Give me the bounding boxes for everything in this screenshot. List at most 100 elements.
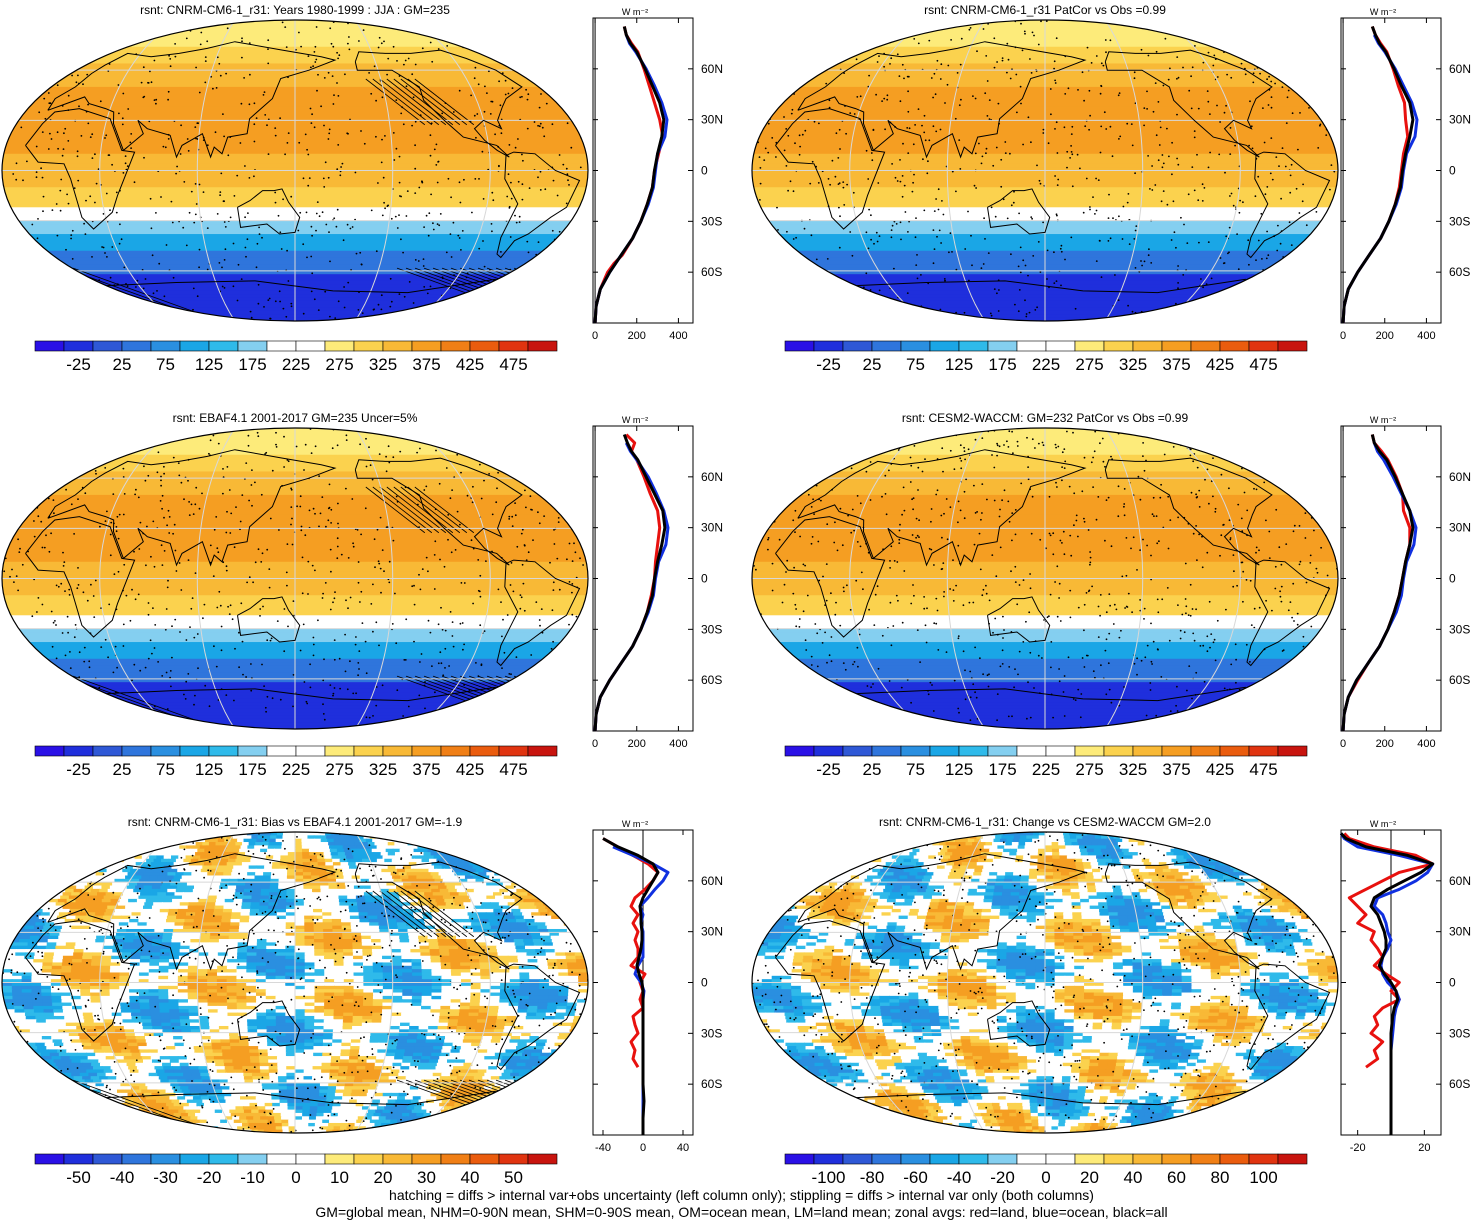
colorbar-swatch xyxy=(179,340,210,352)
lat-tick-label: 30N xyxy=(1449,113,1471,127)
lat-tick-label: 30N xyxy=(1449,521,1471,535)
profile-x-tick-label: 0 xyxy=(592,738,598,750)
world-map xyxy=(751,19,1339,322)
colorbar-label: -80 xyxy=(859,1168,885,1187)
profile-x-tick-label: 0 xyxy=(1340,330,1346,342)
colorbar-label: 40 xyxy=(1123,1168,1143,1187)
colorbar-swatch xyxy=(150,1153,181,1165)
profile-line-all xyxy=(1341,25,1415,324)
colorbar xyxy=(34,1153,558,1165)
lat-tick-label: 0 xyxy=(1449,572,1456,586)
colorbar-swatch xyxy=(813,340,844,352)
colorbar-swatch xyxy=(208,745,239,757)
colorbar-label: 30 xyxy=(417,1168,436,1187)
colorbar-swatch xyxy=(440,340,471,352)
lat-tick-label: 60S xyxy=(701,265,722,279)
colorbar-swatch xyxy=(34,745,65,757)
lat-tick-label: 30N xyxy=(1449,925,1471,939)
colorbar-swatch xyxy=(121,340,152,352)
colorbar-swatch xyxy=(900,1153,931,1165)
profile-x-tick-label: 0 xyxy=(640,1142,646,1154)
colorbar-label: -25 xyxy=(66,355,91,374)
colorbar-swatch xyxy=(1103,340,1134,352)
map-field xyxy=(2,832,588,1133)
colorbar-label: 25 xyxy=(112,355,132,374)
colorbar-label: 225 xyxy=(281,760,311,779)
colorbar-swatch xyxy=(1045,745,1076,757)
world-map xyxy=(751,427,1339,730)
colorbar-label: -40 xyxy=(946,1168,972,1187)
colorbar-swatch xyxy=(208,1153,239,1165)
colorbar-label: 175 xyxy=(238,355,267,374)
profile-x-tick-label: -40 xyxy=(595,1142,611,1154)
colorbar-swatch xyxy=(1074,745,1105,757)
colorbar xyxy=(784,1153,1308,1165)
colorbar-swatch xyxy=(237,745,268,757)
colorbar-label: 20 xyxy=(1080,1168,1099,1187)
profile-unit: W m⁻² xyxy=(1370,415,1396,425)
colorbar-label: 175 xyxy=(988,760,1017,779)
zonal-profile: W m⁻² 60N 30N 0 30S 60S 0 200 400 xyxy=(592,415,723,750)
colorbar-swatch xyxy=(929,340,960,352)
colorbar-label: 175 xyxy=(238,760,267,779)
colorbar-label: -50 xyxy=(66,1168,91,1187)
colorbar-label: -25 xyxy=(816,760,841,779)
colorbar-swatch xyxy=(1219,1153,1250,1165)
colorbar-label: -40 xyxy=(109,1168,135,1187)
colorbar-label: 225 xyxy=(1031,355,1061,374)
profile-unit: W m⁻² xyxy=(622,415,648,425)
colorbar-swatch xyxy=(1190,1153,1221,1165)
colorbar-label: -100 xyxy=(811,1168,846,1187)
map-field xyxy=(2,428,588,729)
colorbar-swatch xyxy=(1161,1153,1192,1165)
colorbar-swatch xyxy=(266,1153,297,1165)
colorbar-swatch xyxy=(150,745,181,757)
colorbar-swatch xyxy=(784,745,815,757)
map-field xyxy=(752,832,1338,1133)
zonal-profile: W m⁻² 60N 30N 0 30S 60S 0 200 400 xyxy=(1340,415,1471,750)
colorbar-swatch xyxy=(469,340,500,352)
colorbar-swatch xyxy=(92,340,123,352)
colorbar xyxy=(784,745,1308,757)
colorbar-label: 75 xyxy=(156,760,175,779)
colorbar-swatch xyxy=(1248,1153,1279,1165)
lat-tick-label: 30N xyxy=(701,113,723,127)
colorbar-swatch xyxy=(784,1153,815,1165)
colorbar-label: 25 xyxy=(862,760,882,779)
colorbar-swatch xyxy=(179,1153,210,1165)
lat-tick-label: 30N xyxy=(701,521,723,535)
colorbar-labels: -25 25 75 125 175 225 275 325 375 425 475 xyxy=(784,355,1308,377)
lat-tick-label: 30S xyxy=(701,622,722,636)
colorbar-swatch xyxy=(1074,1153,1105,1165)
profile-x-tick-label: 0 xyxy=(592,330,598,342)
colorbar-swatch xyxy=(1248,745,1279,757)
map-field xyxy=(752,20,1338,321)
colorbar-swatch xyxy=(1132,340,1163,352)
profile-x-tick-label: 200 xyxy=(628,738,646,750)
colorbar-swatch xyxy=(179,745,210,757)
colorbar-swatch xyxy=(1016,1153,1047,1165)
colorbar-label: 0 xyxy=(291,1168,301,1187)
colorbar-label: 325 xyxy=(1118,355,1148,374)
profile-x-tick-label: 400 xyxy=(1417,330,1435,342)
colorbar-swatch xyxy=(34,1153,65,1165)
colorbar-swatch xyxy=(1016,340,1047,352)
colorbar-swatch xyxy=(1219,745,1250,757)
colorbar-label: 125 xyxy=(194,355,224,374)
colorbar-swatch xyxy=(295,745,326,757)
colorbar-swatch xyxy=(900,340,931,352)
map-title: rsnt: CNRM-CM6-1_r31 PatCor vs Obs =0.99 xyxy=(924,3,1166,17)
zonal-profile: W m⁻² 60N 30N 0 30S 60S 0 200 400 xyxy=(1340,7,1471,342)
colorbar-swatch xyxy=(1248,340,1279,352)
colorbar-label: -20 xyxy=(196,1168,222,1187)
colorbar-swatch xyxy=(324,340,355,352)
lat-tick-label: 0 xyxy=(701,976,708,990)
profile-line-all xyxy=(593,433,667,732)
colorbar-label: 60 xyxy=(1167,1168,1186,1187)
lat-tick-label: 0 xyxy=(701,164,708,178)
profile-unit: W m⁻² xyxy=(622,7,648,17)
profile-x-tick-label: 40 xyxy=(677,1142,689,1154)
colorbar-swatch xyxy=(353,745,384,757)
colorbar-swatch xyxy=(987,1153,1018,1165)
colorbar-label: 275 xyxy=(1075,760,1104,779)
